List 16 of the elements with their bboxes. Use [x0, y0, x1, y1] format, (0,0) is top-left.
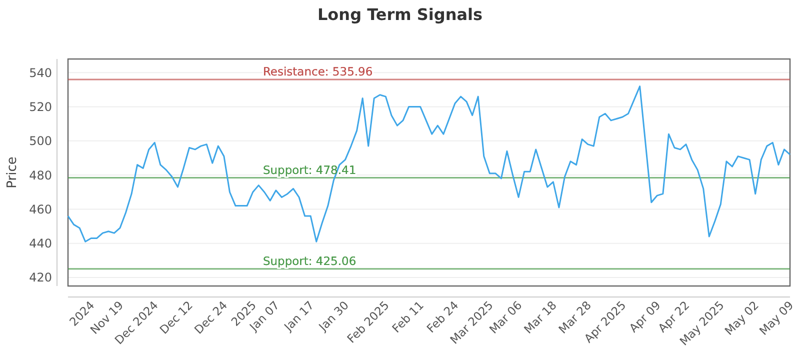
- ref-line-label: Resistance: 535.96: [262, 64, 373, 79]
- y-tick-label: 460: [29, 202, 52, 216]
- x-tick-label: Feb 11: [389, 298, 426, 336]
- chart-title: Long Term Signals: [317, 5, 483, 24]
- x-tick-label: Jan 30: [315, 298, 352, 334]
- y-tick-label: 420: [29, 270, 52, 285]
- line-series: [67, 86, 791, 242]
- x-tick-label: Jan 17: [280, 298, 317, 334]
- ref-line-label: Support: 425.06: [262, 254, 356, 268]
- x-tick-label: Mar 18: [521, 298, 560, 336]
- y-axis-title: Price: [5, 156, 20, 188]
- y-tick-label: 480: [29, 168, 52, 182]
- y-tick-label: 440: [29, 236, 52, 251]
- y-tick-label: 520: [29, 100, 52, 114]
- y-tick-label: 540: [29, 66, 52, 80]
- y-tick-label: 500: [29, 134, 52, 148]
